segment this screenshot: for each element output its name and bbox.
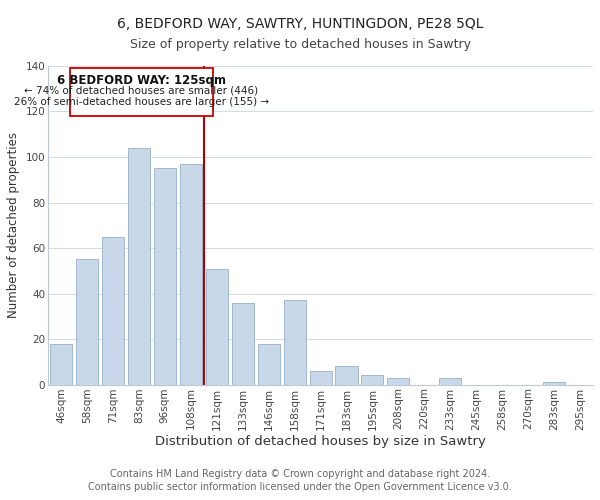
Text: Size of property relative to detached houses in Sawtry: Size of property relative to detached ho… (130, 38, 470, 51)
Bar (180, 164, 202, 384)
Bar (284, 300, 305, 384)
Text: Contains public sector information licensed under the Open Government Licence v3: Contains public sector information licen… (88, 482, 512, 492)
Bar (128, 148, 150, 384)
Bar (335, 366, 358, 384)
Text: 6, BEDFORD WAY, SAWTRY, HUNTINGDON, PE28 5QL: 6, BEDFORD WAY, SAWTRY, HUNTINGDON, PE28… (117, 18, 483, 32)
Bar (232, 302, 254, 384)
Bar (257, 344, 280, 384)
Text: 26% of semi-detached houses are larger (155) →: 26% of semi-detached houses are larger (… (14, 96, 269, 106)
Bar (76, 260, 98, 384)
Bar (361, 376, 383, 384)
Y-axis label: Number of detached properties: Number of detached properties (7, 132, 20, 318)
Bar (206, 268, 228, 384)
Text: Contains HM Land Registry data © Crown copyright and database right 2024.: Contains HM Land Registry data © Crown c… (110, 469, 490, 479)
Bar (154, 168, 176, 384)
Bar (70, 68, 213, 116)
Text: 6 BEDFORD WAY: 125sqm: 6 BEDFORD WAY: 125sqm (57, 74, 226, 87)
Bar (543, 382, 565, 384)
Text: ← 74% of detached houses are smaller (446): ← 74% of detached houses are smaller (44… (25, 86, 259, 96)
Bar (439, 378, 461, 384)
Bar (102, 236, 124, 384)
Bar (310, 371, 332, 384)
Bar (388, 378, 409, 384)
Bar (50, 344, 72, 384)
X-axis label: Distribution of detached houses by size in Sawtry: Distribution of detached houses by size … (155, 435, 486, 448)
